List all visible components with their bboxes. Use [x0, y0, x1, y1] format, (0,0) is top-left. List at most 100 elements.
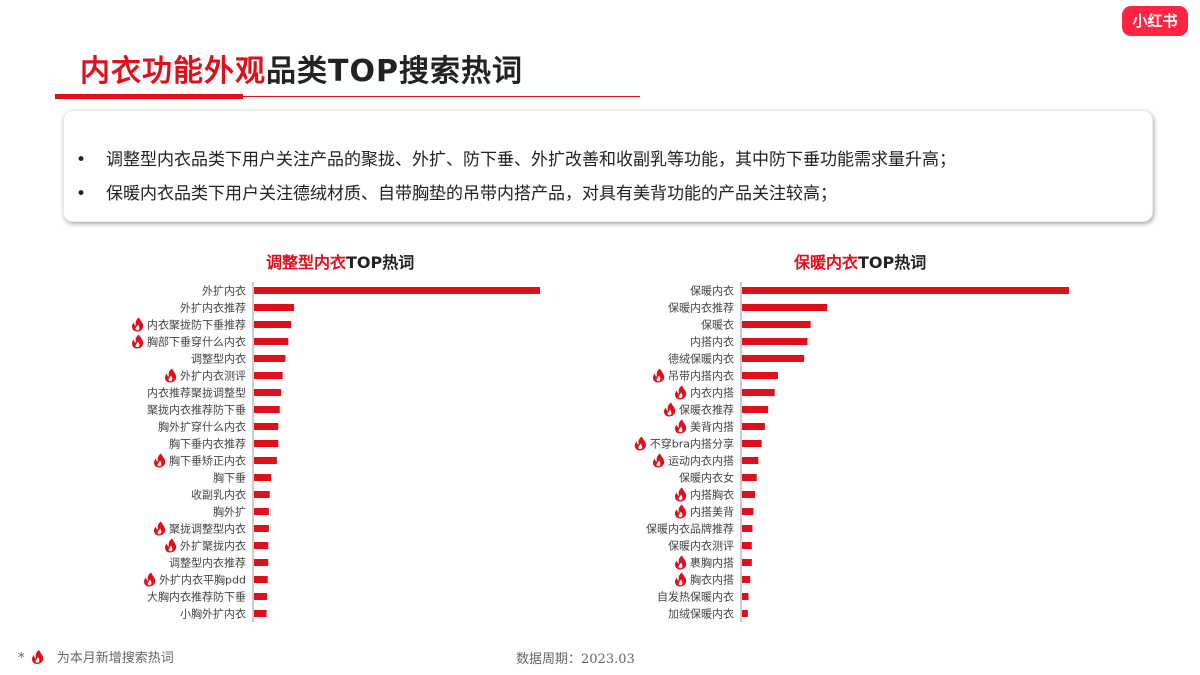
chart-bar: [254, 423, 279, 430]
chart-title-highlight: 保暖内衣: [794, 253, 859, 272]
chart-category-label: 小胸外扩内衣: [180, 607, 246, 621]
summary-bullet-text: 保暖内衣品类下用户关注德绒材质、自带胸垫的吊带内搭产品，对具有美背功能的产品关注…: [106, 184, 837, 204]
chart-bar: [742, 321, 811, 328]
title-underline: [55, 96, 640, 97]
chart-category-label: 裹胸内搭: [690, 556, 734, 570]
chart-category-label: 胸下垂矫正内衣: [169, 454, 246, 468]
new-keyword-flame-icon: [144, 572, 156, 587]
bullet-dot: •: [76, 150, 87, 170]
chart-bar: [742, 304, 828, 311]
chart-bar: [254, 593, 268, 600]
chart-bar: [254, 287, 540, 294]
bullet-dot: •: [76, 184, 87, 204]
xiaohongshu-logo: 小红书: [1122, 6, 1188, 36]
chart-category-label: 自发热保暖内衣: [657, 590, 734, 604]
chart-category-label: 调整型内衣: [191, 352, 246, 366]
chart-bar: [742, 355, 805, 362]
chart-title-rest: TOP热词: [346, 253, 415, 272]
chart-bar: [742, 576, 751, 583]
chart-category-label: 外扩内衣平胸pdd: [159, 573, 246, 587]
chart-bar: [254, 525, 269, 532]
summary-bullet-2: • 保暖内衣品类下用户关注德绒材质、自带胸垫的吊带内搭产品，对具有美背功能的产品关…: [76, 179, 837, 204]
chart-category-label: 胸下垂内衣推荐: [169, 437, 246, 451]
chart-category-label: 吊带内搭内衣: [668, 369, 734, 383]
chart-bar: [254, 338, 289, 345]
chart-category-label: 保暖衣: [701, 318, 734, 332]
chart-category-label: 聚拢内衣推荐防下垂: [147, 403, 246, 417]
new-keyword-flame-icon: [675, 385, 687, 400]
chart-bar: [742, 423, 765, 430]
chart-category-label: 保暖内衣测评: [668, 539, 734, 553]
new-keyword-flame-icon: [165, 368, 177, 383]
chart-bar: [254, 610, 267, 617]
chart-category-label: 保暖衣推荐: [679, 403, 734, 417]
chart-category-label: 外扩内衣推荐: [180, 301, 246, 315]
chart-category-label: 胸外扩穿什么内衣: [158, 420, 246, 434]
new-keyword-flame-icon: [675, 504, 687, 519]
chart-category-label: 美背内搭: [690, 420, 734, 434]
chart-category-label: 大胸内衣推荐防下垂: [147, 590, 246, 604]
chart-bar: [254, 440, 279, 447]
new-keyword-flame-icon: [664, 402, 676, 417]
chart-category-label: 收副乳内衣: [191, 488, 246, 502]
page-title: 内衣功能外观品类TOP搜索热词: [80, 46, 523, 90]
chart-title-rest: TOP热词: [858, 253, 927, 272]
chart-bar: [254, 457, 277, 464]
chart-bar: [254, 372, 283, 379]
chart-category-label: 外扩内衣测评: [180, 369, 246, 383]
chart-category-label: 内搭胸衣: [690, 488, 734, 502]
new-keyword-flame-icon: [132, 334, 144, 349]
chart-category-label: 胸下垂: [213, 471, 246, 485]
chart-category-label: 运动内衣内搭: [668, 454, 734, 468]
chart-category-label: 内衣推荐聚拢调整型: [147, 386, 246, 400]
chart-bar: [742, 338, 808, 345]
chart-bar: [254, 355, 286, 362]
new-keyword-flame-icon: [653, 368, 665, 383]
chart-bar: [254, 542, 269, 549]
chart-title-thermal: 保暖内衣TOP热词: [794, 249, 926, 273]
chart-bar: [742, 542, 752, 549]
chart-bar: [742, 287, 1069, 294]
new-keyword-flame-icon: [675, 419, 687, 434]
new-keyword-flame-icon: [634, 436, 646, 451]
chart-bar: [254, 491, 270, 498]
new-keyword-flame-icon: [653, 453, 665, 468]
chart-bar: [254, 406, 280, 413]
chart-category-label: 德绒保暖内衣: [668, 352, 734, 366]
page-title-highlight: 内衣功能外观: [80, 54, 266, 89]
new-keyword-flame-icon: [675, 572, 687, 587]
chart-bar: [742, 406, 769, 413]
chart-category-label: 内搭内衣: [690, 335, 734, 349]
chart-category-label: 内搭美背: [690, 505, 734, 519]
chart-category-label: 保暖内衣女: [679, 471, 734, 485]
chart-category-label: 保暖内衣推荐: [668, 301, 734, 315]
summary-bullet-1: • 调整型内衣品类下用户关注产品的聚拢、外扩、防下垂、外扩改善和收副乳等功能，其中…: [76, 145, 956, 170]
chart-bar: [254, 389, 282, 396]
chart-category-label: 不穿bra内搭分享: [650, 437, 734, 451]
new-keyword-legend: * 为本月新增搜索热词: [18, 647, 174, 666]
chart-bar: [742, 389, 775, 396]
summary-bullet-text: 调整型内衣品类下用户关注产品的聚拢、外扩、防下垂、外扩改善和收副乳等功能，其中防…: [106, 150, 956, 170]
chart-category-label: 外扩聚拢内衣: [180, 539, 246, 553]
new-keyword-flame-icon: [165, 538, 177, 553]
chart-bar: [254, 474, 272, 481]
title-underline-accent: [55, 94, 243, 99]
page-title-rest: 品类TOP搜索热词: [266, 54, 523, 89]
chart-bar: [742, 457, 759, 464]
chart-bar: [742, 372, 778, 379]
chart-bar: [742, 525, 753, 532]
new-keyword-flame-icon: [675, 487, 687, 502]
legend-note: 为本月新增搜索热词: [56, 651, 174, 666]
chart-bar: [254, 559, 269, 566]
chart-bar: [742, 491, 756, 498]
chart-bar: [254, 508, 269, 515]
chart-category-label: 胸衣内搭: [690, 573, 734, 587]
chart-category-label: 胸部下垂穿什么内衣: [147, 335, 246, 349]
chart-bar: [742, 610, 748, 617]
chart-bar: [742, 508, 754, 515]
new-keyword-flame-icon: [675, 555, 687, 570]
chart-bar: [742, 474, 757, 481]
new-keyword-flame-icon: [154, 453, 166, 468]
chart-bar: [254, 304, 295, 311]
